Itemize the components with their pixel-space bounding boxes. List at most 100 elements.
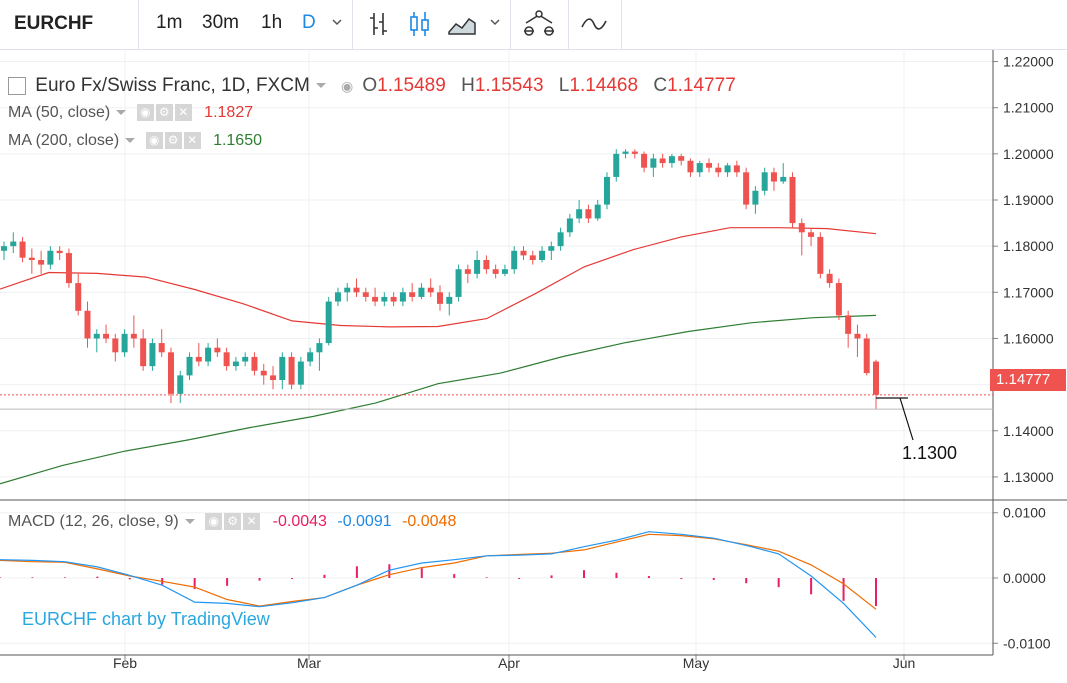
candle-body [641, 153, 648, 168]
candle-body [835, 283, 842, 316]
interval-30m-button[interactable]: 30m [202, 12, 239, 33]
compare-icon[interactable] [580, 13, 608, 40]
ma200-dropdown-icon[interactable] [125, 138, 136, 144]
candle-body [158, 343, 165, 353]
eye-icon[interactable]: ◉ [136, 104, 154, 122]
ma200-label[interactable]: MA (200, close) [8, 132, 120, 149]
candle-body [743, 172, 750, 205]
ma50-value: 1.1827 [204, 104, 254, 121]
gear-icon[interactable]: ⚙ [155, 104, 173, 122]
candle-body [761, 172, 768, 191]
candle-body [177, 375, 184, 394]
candle-body [47, 250, 54, 265]
candle-body [576, 209, 583, 219]
interval-1m-button[interactable]: 1m [156, 12, 183, 33]
moving-average-lines [0, 227, 877, 485]
macd-y-tick-label: -0.0100 [1003, 635, 1051, 651]
visibility-eye-icon[interactable]: ◉ [340, 78, 354, 94]
tradingview-watermark[interactable]: EURCHF chart by TradingView [22, 609, 270, 629]
candle-body [733, 165, 740, 173]
macd-legend: MACD (12, 26, close, 9) ◉ ⚙ ✕ -0.0043 -0.0… [8, 513, 456, 531]
main-legend: Euro Fx/Swiss Franc, 1D, FXCM ◉ O1.15489… [8, 75, 736, 97]
candle-body [28, 257, 35, 260]
candle-body [724, 165, 731, 173]
ma50-dropdown-icon[interactable] [116, 110, 127, 116]
candle-body [539, 250, 546, 260]
candle-body [65, 253, 72, 284]
legend-collapse-icon[interactable] [8, 76, 26, 95]
chart-type-dropdown-icon[interactable] [488, 15, 502, 34]
gear-icon[interactable]: ⚙ [224, 513, 242, 531]
candle-body [437, 292, 443, 304]
candle-body [631, 151, 638, 154]
candle-body [38, 260, 45, 265]
target-level-annotation: 1.1300 [902, 443, 958, 463]
eye-icon[interactable]: ◉ [205, 513, 223, 531]
toolbar-divider [568, 0, 569, 50]
candle-body [529, 255, 536, 260]
macd-label[interactable]: MACD (12, 26, close, 9) [8, 513, 179, 530]
close-icon[interactable]: ✕ [243, 513, 261, 531]
candle-body [93, 333, 100, 339]
candle-body [845, 315, 852, 334]
y-tick-label: 1.17000 [1003, 284, 1054, 300]
candlestick-series [1, 149, 879, 410]
y-tick-label: 1.22000 [1003, 54, 1054, 70]
candle-body [362, 292, 369, 297]
candle-body [826, 273, 833, 284]
chart-title[interactable]: Euro Fx/Swiss Franc, 1D, FXCM [35, 75, 310, 96]
y-tick-label: 1.19000 [1003, 192, 1054, 208]
candle-body [186, 356, 193, 376]
x-tick-label: May [683, 655, 709, 671]
macd-panel [0, 531, 877, 638]
close-icon[interactable]: ✕ [183, 132, 201, 150]
candle-body [270, 375, 277, 380]
ma50-label[interactable]: MA (50, close) [8, 104, 111, 121]
bars-chart-icon[interactable] [368, 10, 390, 43]
candle-body [798, 223, 805, 233]
interval-1h-button[interactable]: 1h [261, 12, 283, 33]
macd-dropdown-icon[interactable] [184, 519, 195, 525]
candle-body [56, 250, 63, 254]
title-dropdown-icon[interactable] [315, 83, 326, 89]
candle-body [242, 356, 249, 362]
candle-body [205, 347, 212, 362]
area-chart-icon[interactable] [447, 14, 477, 41]
close-icon[interactable]: ✕ [174, 104, 192, 122]
candle-body [585, 209, 592, 219]
axes: 1.22000 1.21000 1.20000 1.19000 1.18000 1.170… [0, 50, 1067, 671]
candle-body [511, 250, 518, 270]
candle-body [103, 333, 110, 339]
candle-body [566, 218, 573, 233]
candle-body [650, 158, 657, 168]
toolbar-divider [621, 0, 622, 50]
candle-body [622, 151, 629, 154]
low-value: 1.14468 [569, 75, 639, 96]
gear-icon[interactable]: ⚙ [164, 132, 182, 150]
candle-body [223, 352, 230, 367]
candle-body [446, 296, 453, 304]
candle-body [594, 204, 601, 219]
toolbar-divider [510, 0, 511, 50]
interval-d-button[interactable]: D [302, 12, 316, 33]
candle-body [1, 246, 7, 251]
candle-body [418, 287, 425, 297]
eye-icon[interactable]: ◉ [145, 132, 163, 150]
symbol-name[interactable]: EURCHF [14, 13, 94, 34]
x-tick-label: Mar [297, 655, 321, 671]
candle-body [195, 356, 202, 362]
candle-body [427, 287, 434, 293]
candle-body [557, 232, 564, 247]
candles-chart-icon[interactable] [408, 10, 432, 43]
indicators-icon[interactable] [522, 9, 556, 44]
candle-body [297, 361, 304, 385]
low-label: L [558, 75, 570, 96]
candle-body [464, 269, 471, 274]
candle-body [474, 260, 481, 274]
candle-body [706, 163, 713, 168]
x-tick-label: Apr [498, 655, 520, 671]
interval-dropdown-icon[interactable] [330, 15, 344, 34]
open-value: 1.15489 [377, 75, 446, 96]
candle-body [232, 361, 239, 367]
